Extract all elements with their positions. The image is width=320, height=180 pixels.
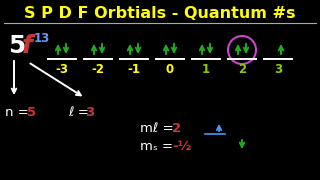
Text: -1: -1 (127, 63, 140, 76)
Text: 5: 5 (27, 105, 36, 118)
Text: 2: 2 (238, 63, 246, 76)
Text: -2: -2 (92, 63, 105, 76)
Text: f: f (22, 34, 33, 58)
Text: 2: 2 (172, 122, 181, 134)
Text: -½: -½ (172, 141, 191, 154)
Text: S P D F Orbtials - Quantum #s: S P D F Orbtials - Quantum #s (24, 6, 296, 21)
Text: 5: 5 (8, 34, 25, 58)
Text: ℓ =: ℓ = (68, 105, 89, 118)
Text: 1: 1 (202, 63, 210, 76)
Text: mℓ =: mℓ = (140, 122, 174, 134)
Text: 13: 13 (34, 31, 50, 44)
Text: 3: 3 (85, 105, 94, 118)
Text: n =: n = (5, 105, 29, 118)
Text: 0: 0 (166, 63, 174, 76)
Text: -3: -3 (55, 63, 68, 76)
Text: mₛ =: mₛ = (140, 141, 173, 154)
Text: 3: 3 (274, 63, 282, 76)
